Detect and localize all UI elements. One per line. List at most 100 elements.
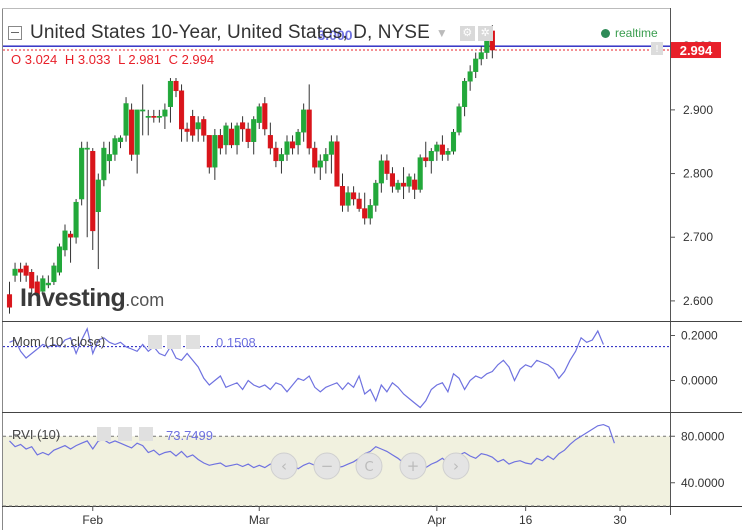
- candle-body: [467, 71, 473, 82]
- time-axis-tick-label: Mar: [249, 513, 270, 527]
- candle-body: [73, 201, 79, 238]
- candle-body: [406, 176, 412, 187]
- candle-body: [223, 125, 229, 146]
- candle-body: [212, 135, 218, 168]
- candle-body: [167, 80, 173, 107]
- logo-suffix: .com: [125, 290, 165, 310]
- candle-body: [328, 141, 334, 155]
- candle-body: [162, 109, 168, 117]
- mom-axis-tick-label: 0.2000: [681, 329, 718, 343]
- collapse-icon[interactable]: [8, 26, 22, 40]
- chart-title-bar: United States 10-Year, United States, D,…: [8, 20, 493, 46]
- gear-icon: [148, 335, 162, 349]
- candle-body: [395, 182, 401, 190]
- candle-body: [62, 230, 68, 251]
- candle-body: [362, 208, 368, 219]
- ohlc-high: H 3.033: [64, 52, 111, 67]
- candle-body: [439, 144, 445, 155]
- zoom-controls: ‹ − C + ›: [270, 452, 470, 480]
- ohlc-readout: O 3.024 H 3.033 L 2.981 C 2.994: [11, 52, 218, 67]
- candle-body: [251, 119, 257, 142]
- price-axis-tick-label: 2.900: [683, 103, 713, 117]
- gear-icon[interactable]: ⚙: [459, 25, 475, 41]
- candle-body: [401, 182, 407, 187]
- ohlc-open: O 3.024: [11, 52, 58, 67]
- scroll-left-button[interactable]: [270, 452, 298, 480]
- candle-body: [351, 192, 357, 200]
- candle-body: [12, 268, 18, 276]
- candle-body: [301, 109, 307, 133]
- price-axis-tick-label: 2.800: [683, 167, 713, 181]
- chevron-left-icon: ‹: [281, 457, 287, 475]
- candle-body: [34, 281, 40, 295]
- candle-body: [117, 137, 124, 142]
- candle-body: [389, 173, 395, 187]
- candle-body: [417, 157, 423, 190]
- price-axis-tick-label: 2.600: [683, 294, 713, 308]
- candle-body: [84, 147, 90, 150]
- candle-body: [273, 147, 279, 162]
- candle-body: [423, 157, 429, 162]
- realtime-label: realtime: [615, 26, 658, 40]
- chevron-down-icon[interactable]: ▼: [435, 26, 448, 40]
- candle-body: [190, 115, 196, 136]
- zoom-in-button[interactable]: [399, 452, 427, 480]
- candle-body: [156, 115, 162, 118]
- candle-body: [18, 268, 24, 273]
- candle-body: [184, 128, 190, 132]
- candle-body: [123, 103, 129, 136]
- candle-body: [6, 294, 13, 308]
- candle-body: [151, 115, 157, 118]
- candle-body: [140, 109, 146, 112]
- rvi-series-line: [9, 423, 615, 471]
- settings-icon: [167, 335, 181, 349]
- close-icon: !: [655, 44, 659, 55]
- candle-body: [95, 179, 101, 213]
- candle-body: [378, 160, 384, 184]
- candle-body: [56, 246, 63, 273]
- candle-body: [112, 138, 118, 155]
- rvi-axis-tick-label: 40.0000: [681, 476, 725, 490]
- candle-body: [173, 80, 179, 92]
- candle-body: [345, 192, 351, 206]
- candle-body: [134, 109, 140, 155]
- candle-body: [478, 52, 484, 60]
- candle-body: [245, 128, 251, 142]
- candle-body: [339, 186, 346, 206]
- gear-icon: [97, 427, 111, 441]
- zoom-out-button[interactable]: [313, 452, 341, 480]
- candle-body: [217, 135, 223, 149]
- candle-body: [195, 122, 201, 130]
- candle-body: [206, 135, 212, 168]
- candle-body: [240, 122, 246, 130]
- mom-title: Mom (10, close): [12, 334, 105, 349]
- candle-body: [79, 147, 85, 200]
- rvi-last-value: 73.7499: [166, 428, 213, 443]
- pane-close-button[interactable]: [651, 42, 663, 55]
- candle-body: [428, 151, 434, 162]
- candle-body: [367, 205, 373, 219]
- candle-body: [306, 109, 312, 149]
- candle-body: [40, 278, 46, 292]
- rvi-axis-tick-label: 80.0000: [681, 429, 725, 443]
- plus-icon: +: [407, 457, 420, 475]
- close-icon: [139, 427, 153, 441]
- reset-zoom-button[interactable]: [355, 452, 383, 480]
- ohlc-low: L 2.981: [118, 52, 161, 67]
- candle-body: [23, 265, 29, 276]
- candle-body: [106, 154, 112, 162]
- price-axis-tick-label: 2.700: [683, 230, 713, 244]
- rvi-title: RVI (10): [12, 427, 60, 442]
- realtime-indicator: realtime: [601, 26, 658, 40]
- status-dot-icon: [601, 29, 610, 38]
- candle-body: [278, 154, 284, 162]
- candle-body: [295, 131, 301, 146]
- time-axis-tick-label: Feb: [82, 513, 103, 527]
- chevron-right-icon: ›: [453, 457, 459, 475]
- horizontal-line-label: 3.000: [317, 27, 352, 43]
- scroll-right-button[interactable]: [442, 452, 470, 480]
- gear-icon[interactable]: ✲: [477, 25, 493, 41]
- candle-body: [334, 141, 340, 187]
- ohlc-close: C 2.994: [168, 52, 215, 67]
- candle-body: [68, 233, 74, 238]
